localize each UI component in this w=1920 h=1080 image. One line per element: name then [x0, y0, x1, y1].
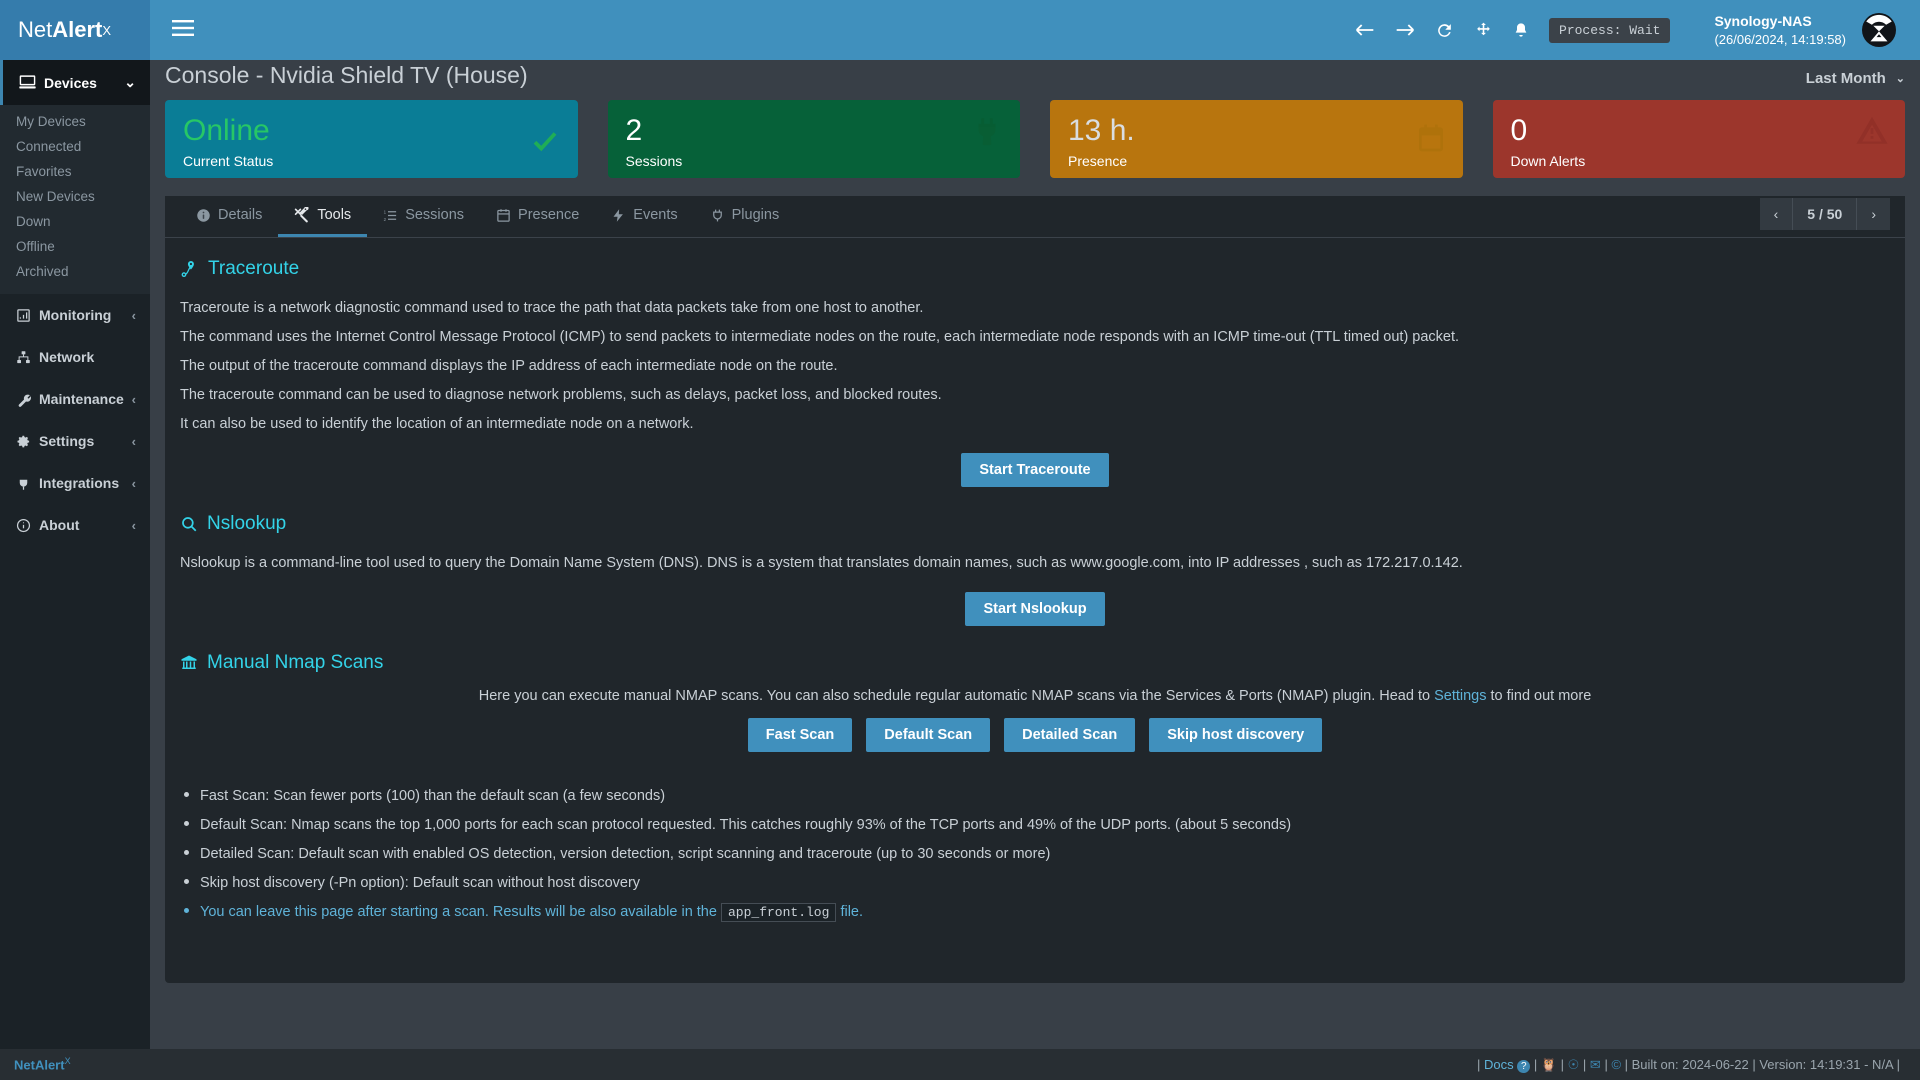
svg-text:2: 2 — [384, 217, 387, 222]
svg-text:1: 1 — [384, 209, 387, 214]
